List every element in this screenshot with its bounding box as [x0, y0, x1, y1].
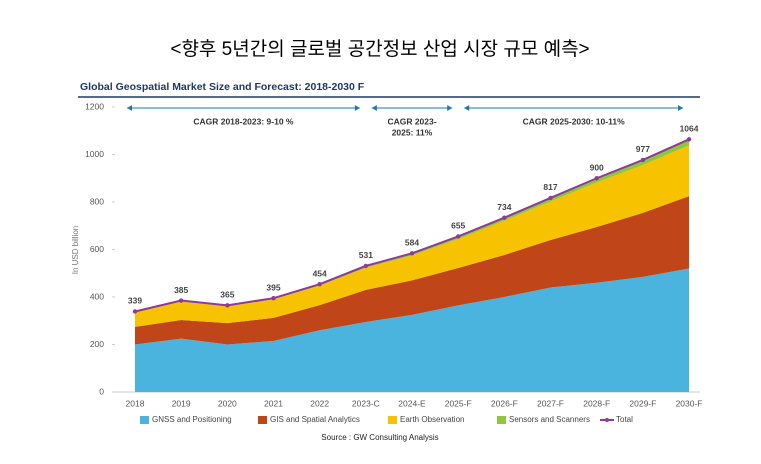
legend-item: Earth Observation: [388, 415, 464, 424]
cagr-label: CAGR 2025-2030: 10-11%: [523, 116, 626, 126]
data-label: 454: [313, 268, 327, 278]
legend-item: Sensors and Scanners: [497, 415, 590, 424]
total-point: [409, 251, 415, 256]
y-tick-label: 200: [90, 339, 104, 349]
legend-label: GIS and Spatial Analytics: [270, 415, 360, 424]
x-tick-label: 2025-F: [445, 398, 472, 408]
data-label: 1064: [680, 124, 699, 134]
page-header: <향후 5년간의 글로벌 공간정보 산업 시장 규모 예측>: [170, 38, 589, 60]
data-label: 900: [590, 163, 604, 173]
total-point: [502, 215, 507, 220]
legend-label: Earth Observation: [400, 415, 464, 424]
total-point: [594, 176, 599, 181]
source: Source : GW Consulting Analysis: [321, 433, 438, 442]
data-label: 395: [266, 282, 280, 292]
x-tick-label: 2028-F: [583, 398, 610, 408]
legend-swatch: [497, 416, 506, 424]
x-tick-label: 2023-C: [352, 398, 380, 408]
data-label: 734: [497, 202, 511, 212]
x-tick-label: 2024-E: [398, 398, 426, 408]
x-tick-label: 2027-F: [537, 398, 564, 408]
x-tick-label: 2029-F: [629, 398, 656, 408]
data-label: 385: [174, 285, 188, 295]
x-tick-label: 2021: [264, 398, 283, 408]
total-point: [178, 298, 184, 303]
legend-swatch: [258, 416, 267, 424]
cagr-label: CAGR 2018-2023: 9-10 %: [193, 116, 294, 126]
total-point: [548, 195, 553, 201]
y-tick-label: 400: [90, 291, 104, 301]
x-tick-label: 2022: [310, 398, 329, 408]
total-point: [363, 263, 369, 269]
total-point: [132, 309, 138, 314]
data-label: 339: [128, 296, 142, 306]
data-label: 655: [451, 221, 465, 231]
x-tick-label: 2030-F: [676, 398, 703, 408]
legend-label: Sensors and Scanners: [509, 415, 590, 424]
legend-item: GIS and Spatial Analytics: [258, 415, 360, 424]
x-tick-label: 2020: [218, 398, 237, 408]
data-label: 531: [359, 250, 373, 260]
x-tick-label: 2018: [126, 398, 145, 408]
data-label: 584: [405, 238, 419, 248]
x-tick-label: 2019: [172, 398, 191, 408]
total-point: [225, 303, 230, 308]
legend-swatch: [388, 416, 397, 424]
data-label: 977: [636, 144, 650, 154]
data-label: 817: [543, 182, 557, 192]
y-axis-label: In USD billion: [71, 226, 80, 274]
legend-label: GNSS and Positioning: [152, 415, 232, 424]
cagr-label: CAGR 2023-: [387, 116, 436, 126]
y-tick-label: 600: [90, 244, 104, 254]
legend-item: Total: [600, 415, 633, 424]
area: [135, 268, 690, 392]
legend-swatch: [605, 418, 609, 422]
x-tick-label: 2026-F: [491, 398, 518, 408]
total-point: [455, 234, 461, 239]
legend-label: Total: [616, 415, 633, 424]
y-tick-label: 0: [99, 386, 104, 396]
total-point: [271, 295, 276, 301]
y-tick-label: 800: [90, 196, 104, 206]
legend-item: GNSS and Positioning: [140, 415, 232, 424]
data-label: 365: [220, 290, 234, 300]
y-tick-label: 1000: [85, 149, 104, 159]
area: [135, 145, 690, 327]
area: [135, 196, 690, 345]
y-tick-label: 1200: [85, 101, 104, 111]
total-point: [640, 157, 646, 163]
legend-swatch: [140, 416, 149, 424]
chart-title: Global Geospatial Market Size and Foreca…: [80, 81, 365, 93]
cagr-label: 2025: 11%: [392, 127, 433, 137]
total-point: [317, 281, 322, 287]
total-point: [686, 137, 692, 142]
